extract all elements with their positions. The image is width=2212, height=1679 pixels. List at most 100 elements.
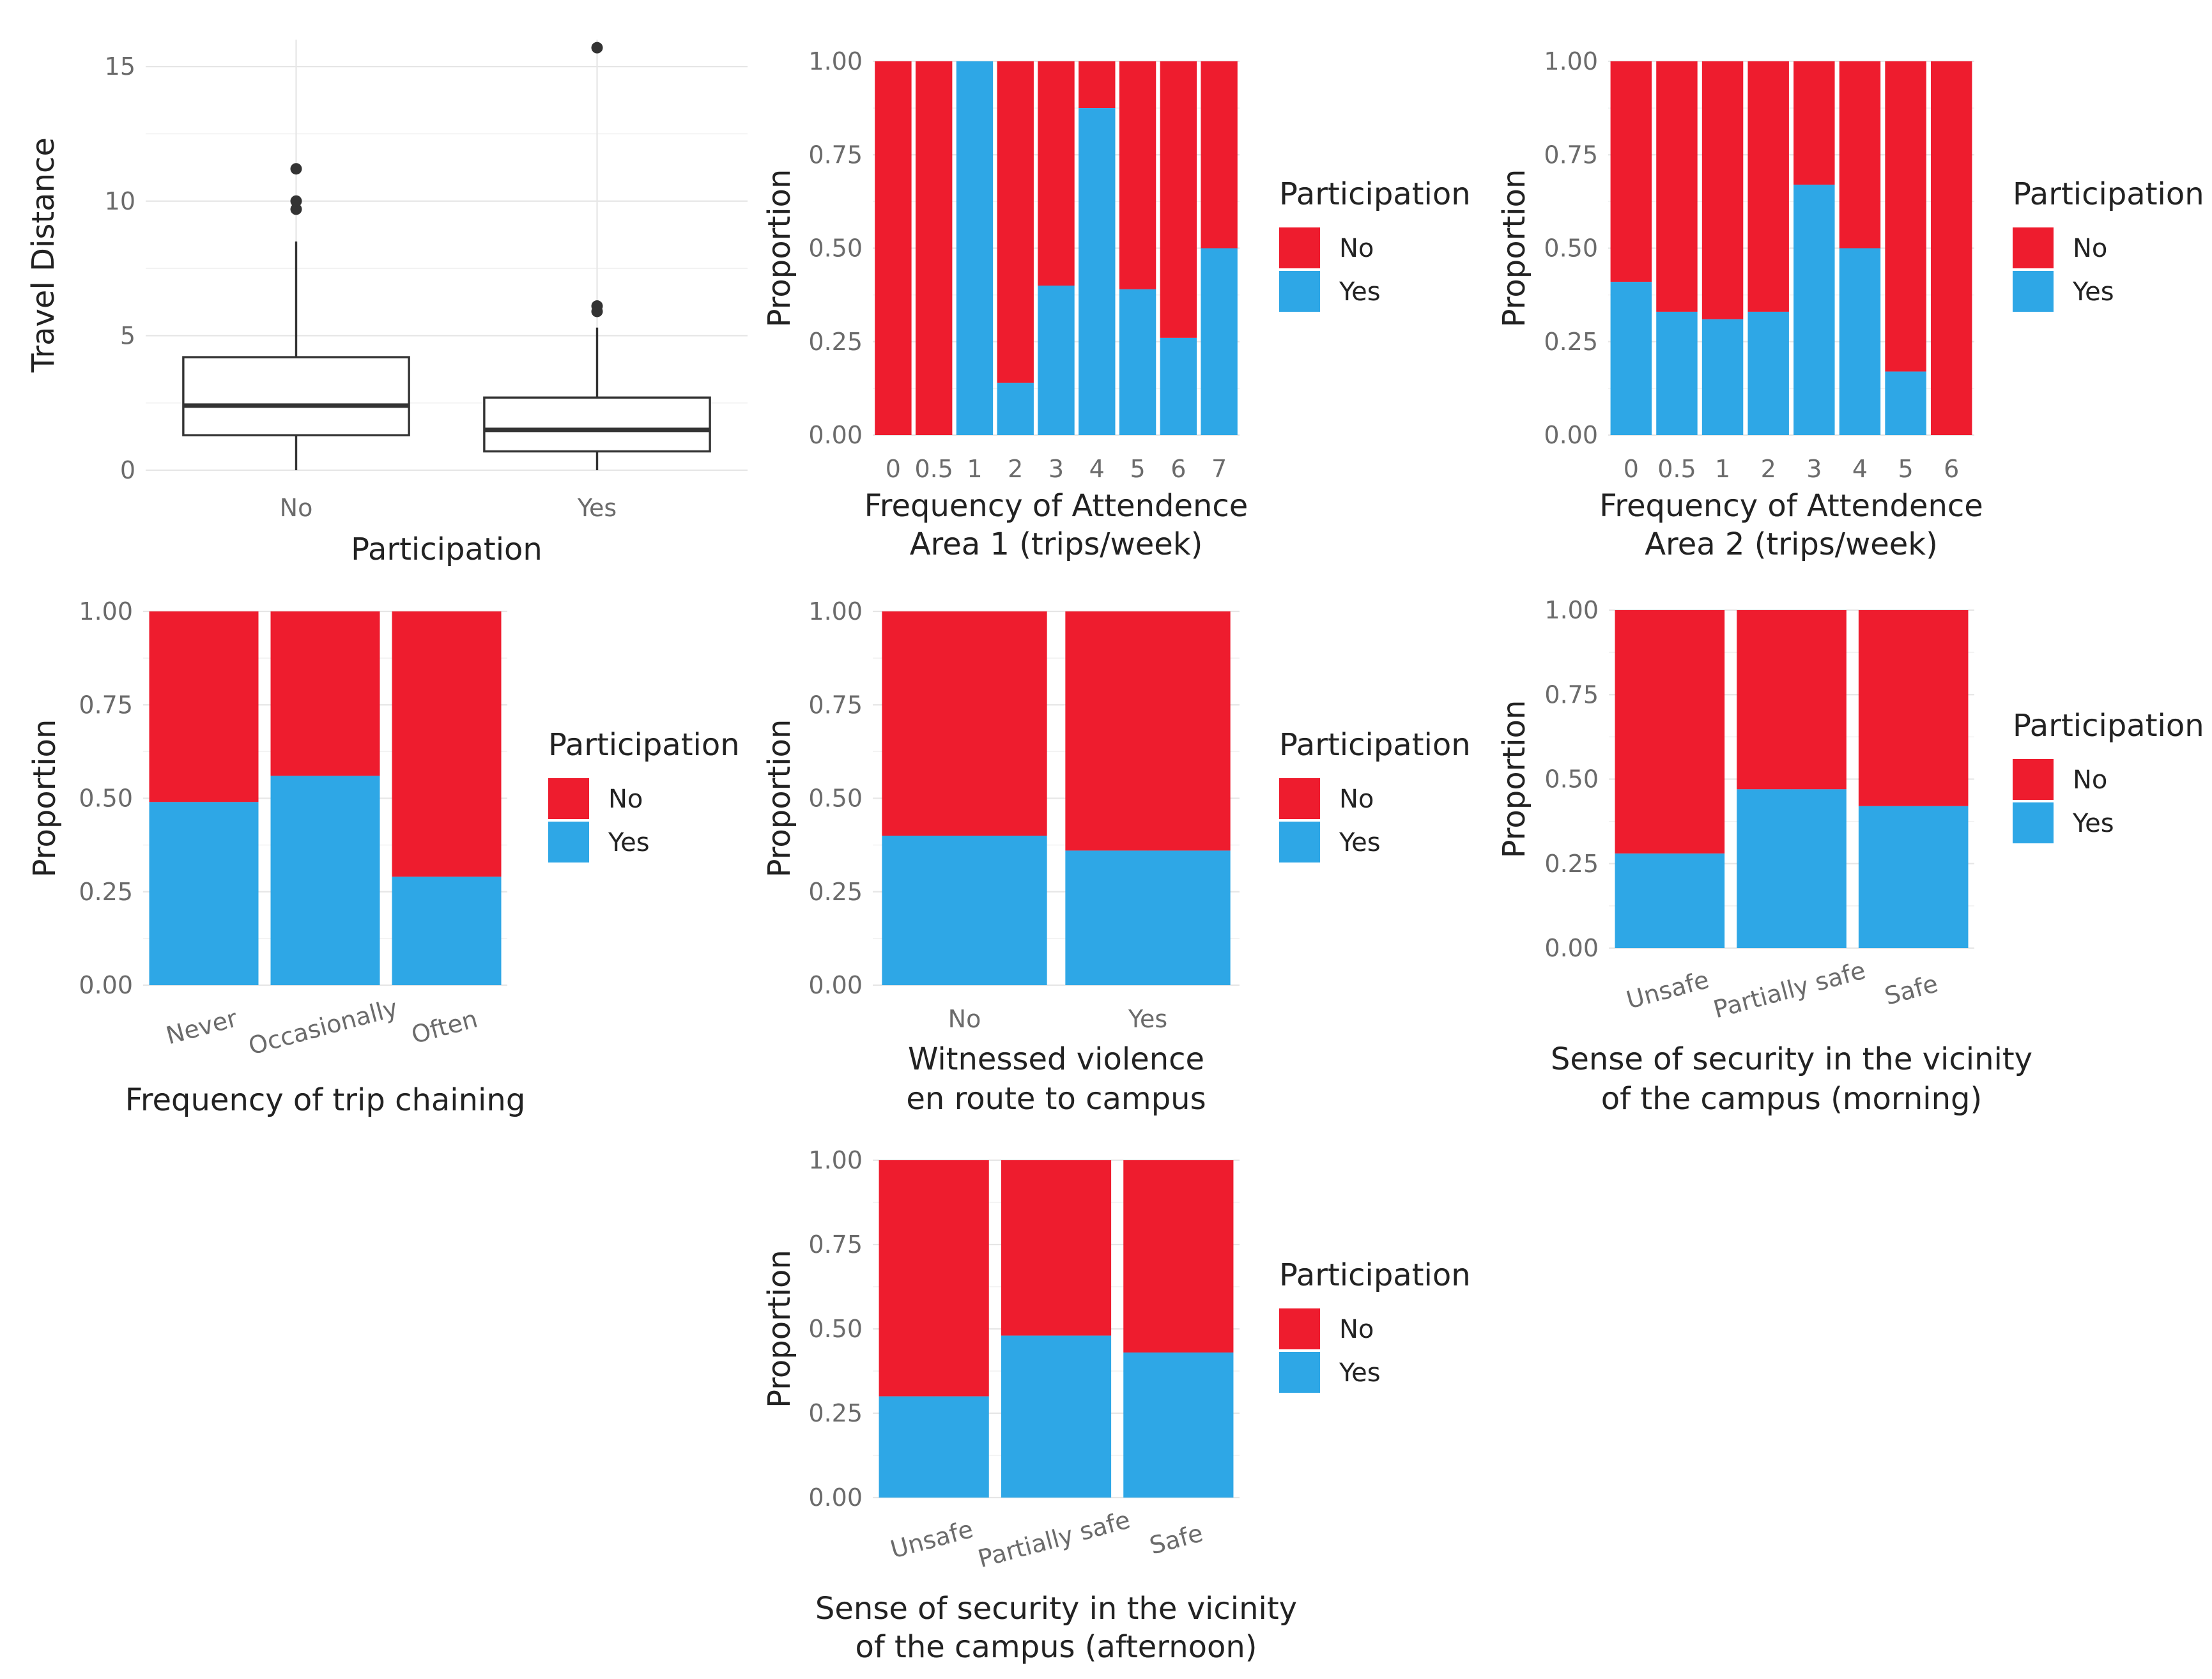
- bar-segment-no: [1123, 1160, 1234, 1353]
- bar-segment-yes: [1610, 282, 1652, 435]
- bar-segment-yes: [1123, 1352, 1234, 1498]
- y-tick-label: 0.00: [808, 1483, 863, 1512]
- bar-segment-yes: [1065, 850, 1231, 985]
- bar-segment-no: [1160, 61, 1197, 338]
- legend-label-yes: Yes: [608, 828, 650, 857]
- bar-segment-no: [915, 61, 953, 435]
- legend: Participation No Yes: [548, 727, 740, 862]
- boxplot-yes: [483, 42, 711, 470]
- x-tick-label: Yes: [1128, 1005, 1167, 1033]
- y-tick-label: 0.25: [1544, 850, 1599, 878]
- bar-segment-no: [1201, 61, 1238, 249]
- legend-title: Participation: [1279, 727, 1471, 763]
- bar-segment-no: [1656, 61, 1698, 312]
- x-tick-label: Safe: [1147, 1519, 1206, 1560]
- chart-trip-chaining: 0.00 0.25 0.50 0.75 1.00 Never Occasionally Oft…: [27, 597, 740, 1118]
- y-tick-label: 1.00: [808, 47, 863, 75]
- y-tick-label: 0.00: [1544, 421, 1598, 449]
- bar-segment-no: [1038, 61, 1075, 286]
- bar-segment-yes: [1001, 1335, 1112, 1498]
- x-tick-label: Unsafe: [1624, 965, 1712, 1015]
- y-tick-label: 15: [105, 52, 135, 80]
- chart-witnessed-violence: 0.00 0.25 0.50 0.75 1.00 No Yes Proportion Witne…: [762, 597, 1471, 1117]
- legend-swatch-no: [1279, 227, 1320, 268]
- legend-swatch-yes: [1279, 1352, 1320, 1393]
- bar-segment-no: [1747, 61, 1789, 312]
- legend-swatch-no: [2013, 227, 2054, 268]
- x-axis-title: Sense of security in the vicinity: [1551, 1041, 2032, 1077]
- bar-segment-no: [1119, 61, 1156, 289]
- legend-label-no: No: [1339, 234, 1374, 263]
- x-tick-label: 0.5: [1657, 455, 1696, 483]
- legend: Participation No Yes: [1279, 176, 1471, 312]
- y-tick-label: 0.50: [808, 234, 863, 263]
- bar-segment-no: [1737, 610, 1847, 790]
- legend-swatch-no: [1279, 778, 1320, 819]
- bar-segment-no: [270, 611, 380, 776]
- x-tick-label: Often: [408, 1005, 480, 1050]
- legend-swatch-no: [1279, 1308, 1320, 1349]
- iqr-box: [483, 396, 711, 453]
- legend-label-yes: Yes: [2072, 809, 2114, 838]
- legend-title: Participation: [1279, 1257, 1471, 1293]
- outlier-point: [290, 195, 302, 207]
- x-tick-label: 3: [1048, 455, 1064, 483]
- legend-swatch-no: [2013, 759, 2054, 800]
- x-tick-label: 0: [1624, 455, 1639, 483]
- y-axis-title: Travel Distance: [26, 137, 61, 373]
- legend-label-no: No: [2073, 234, 2107, 263]
- outlier-point: [591, 42, 603, 54]
- x-tick-label: Never: [163, 1004, 240, 1050]
- legend-title: Participation: [2013, 708, 2204, 744]
- x-tick-label: 0.5: [914, 455, 953, 483]
- outlier-point: [290, 203, 302, 215]
- bar-segment-yes: [1615, 853, 1725, 948]
- y-axis-title: Proportion: [762, 169, 797, 328]
- legend-title: Participation: [548, 727, 740, 763]
- y-tick-label: 0.75: [808, 691, 863, 719]
- bar-segment-yes: [1656, 311, 1698, 435]
- bar-segment-yes: [1885, 371, 1926, 435]
- y-tick-label: 1.00: [1544, 47, 1598, 75]
- y-tick-label: 0.00: [1544, 934, 1599, 962]
- x-axis-title: of the campus (morning): [1601, 1081, 1982, 1117]
- y-tick-label: 0.50: [808, 1315, 863, 1343]
- y-tick-label: 10: [105, 187, 135, 215]
- x-tick-label: 2: [1761, 455, 1776, 483]
- x-axis-title: Area 2 (trips/week): [1645, 526, 1938, 562]
- y-tick-label: 0.00: [79, 971, 133, 999]
- y-tick-label: 0.50: [1544, 765, 1599, 793]
- legend: Participation No Yes: [1279, 1257, 1471, 1393]
- bar-segment-yes: [1160, 337, 1197, 435]
- x-axis-title: Frequency of trip chaining: [125, 1082, 526, 1118]
- y-tick-label: 0.25: [79, 878, 133, 906]
- legend-label-yes: Yes: [2072, 277, 2114, 307]
- bar-segment-yes: [1793, 185, 1835, 435]
- legend: Participation No Yes: [1279, 727, 1471, 862]
- legend-swatch-yes: [548, 822, 589, 862]
- x-tick-label: No: [948, 1005, 981, 1033]
- bar-segment-yes: [1038, 286, 1075, 435]
- y-axis-title: Proportion: [27, 719, 63, 878]
- y-tick-label: 5: [120, 321, 135, 349]
- bar-segment-yes: [997, 383, 1034, 435]
- x-axis-title: Frequency of Attendence: [1599, 488, 1983, 524]
- legend-swatch-yes: [2013, 271, 2054, 312]
- bar-segment-yes: [1858, 806, 1969, 948]
- y-tick-label: 0: [120, 456, 135, 484]
- legend-swatch-yes: [1279, 271, 1320, 312]
- legend-swatch-yes: [2013, 802, 2054, 843]
- y-tick-label: 0.25: [1544, 328, 1598, 356]
- bar-segment-yes: [1747, 311, 1789, 435]
- legend-label-no: No: [1339, 785, 1374, 814]
- x-axis-title: Sense of security in the vicinity: [815, 1591, 1297, 1627]
- bar-segment-no: [1615, 610, 1725, 854]
- x-axis-title: Area 1 (trips/week): [910, 526, 1203, 562]
- bar-segment-no: [1001, 1160, 1112, 1336]
- x-tick-label: 1: [967, 455, 982, 483]
- x-tick-label: Partially safe: [1710, 956, 1868, 1024]
- bar-segment-no: [1701, 61, 1744, 319]
- y-tick-label: 0.75: [79, 691, 133, 719]
- x-tick-label: 5: [1130, 455, 1145, 483]
